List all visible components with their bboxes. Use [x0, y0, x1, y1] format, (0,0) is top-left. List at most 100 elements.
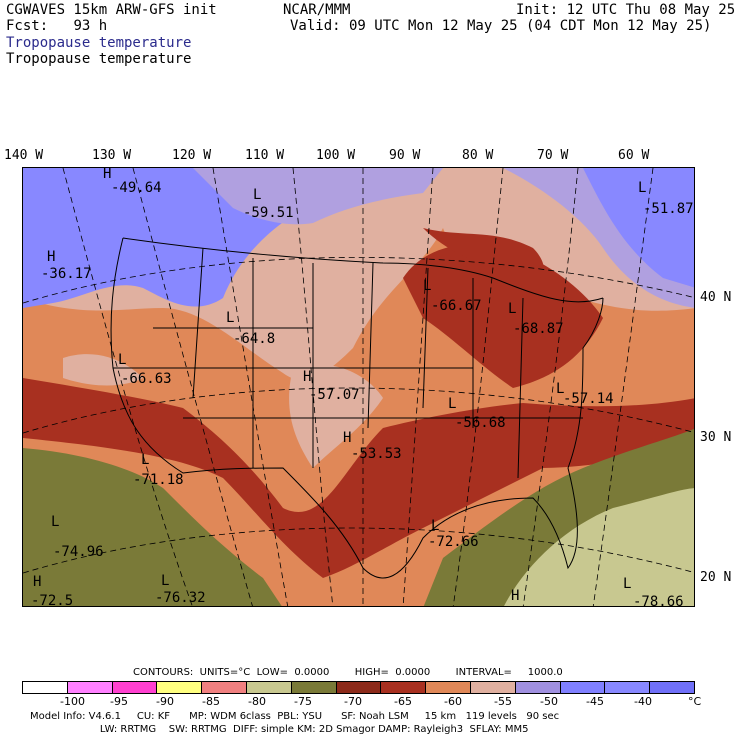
extremum-type: H: [103, 168, 111, 182]
extremum-type: L: [51, 514, 59, 530]
lat-line: [23, 387, 694, 434]
lon-label: 90 W: [389, 148, 421, 163]
colorbar-swatch: [650, 682, 694, 693]
low-label: LOW= 0.0000: [256, 667, 330, 678]
lon-label: 70 W: [537, 148, 569, 163]
extremum-value: -72.5: [31, 593, 73, 607]
colorbar-unit: °C: [688, 695, 702, 708]
weather-map[interactable]: H -49.64 L -59.51 L -51.87 H -36.17 L -6…: [22, 167, 695, 607]
extremum-type: L: [431, 518, 439, 534]
extremum-value: -51.87: [643, 201, 694, 217]
lat-label: 40 N: [700, 290, 732, 305]
extremum-type: H: [511, 588, 519, 604]
lat-line: [23, 527, 694, 574]
us-outline: [110, 237, 604, 579]
field-darkred-east: [403, 244, 603, 388]
extremum-type: L: [141, 452, 149, 468]
center-label: NCAR/MMM: [283, 2, 351, 18]
model-title: CGWAVES 15km ARW-GFS init: [6, 2, 217, 18]
lat-line: [23, 256, 694, 304]
lon-line: [402, 168, 434, 606]
colorbar-label: -60: [444, 695, 462, 708]
boundaries: [110, 237, 604, 579]
field-darkred-lakes: [423, 228, 544, 281]
field-darkred-south: [23, 378, 694, 578]
extrema-labels: H -49.64 L -59.51 L -51.87 H -36.17 L -6…: [31, 168, 694, 607]
extremum-value: -64.8: [233, 331, 275, 347]
state-lines: [113, 247, 583, 479]
colorbar-swatch: [336, 682, 382, 693]
extremum-type: H: [343, 430, 351, 446]
colorbar-swatch: [605, 682, 651, 693]
colorbar-label: -100: [60, 695, 85, 708]
colorbar-label: -70: [344, 695, 362, 708]
colorbar-swatch: [560, 682, 606, 693]
colorbar-swatch: [426, 682, 471, 693]
extremum-value: -59.51: [243, 205, 294, 221]
lon-label: 100 W: [316, 148, 356, 163]
lon-line: [592, 168, 654, 606]
extremum-type: L: [253, 187, 261, 203]
extremum-value: -36.17: [41, 266, 92, 282]
colorbar-swatch: [246, 682, 292, 693]
colorbar-swatch: [23, 682, 68, 693]
color-scale-bar: [22, 681, 695, 694]
model-info-line2: LW: RRTMG SW: RRTMG DIFF: simple KM: 2D …: [30, 724, 529, 735]
field-title-secondary: Tropopause temperature: [6, 51, 192, 67]
colorbar-swatch: [291, 682, 337, 693]
extremum-value: -66.67: [431, 298, 482, 314]
colorbar-label: -75: [294, 695, 312, 708]
lat-label: 20 N: [700, 570, 732, 585]
field-lavender-ne: [503, 168, 694, 308]
extremum-value: -71.18: [133, 472, 184, 488]
units-label: UNITS=°C: [199, 667, 251, 678]
extremum-value: -57.14: [563, 391, 614, 407]
field-khaki-caribbean: [585, 538, 694, 606]
lon-label: 140 W: [4, 148, 44, 163]
extremum-type: L: [118, 352, 126, 368]
field-olive-sw: [23, 448, 282, 606]
extremum-type: L: [556, 381, 564, 397]
extremum-value: -74.96: [53, 544, 104, 560]
colorbar-label: -45: [586, 695, 604, 708]
lon-label: 60 W: [618, 148, 650, 163]
lon-label: 110 W: [245, 148, 285, 163]
lat-label: 30 N: [700, 430, 732, 445]
forecast-hour: Fcst: 93 h: [6, 18, 107, 34]
colorbar-label: -95: [110, 695, 128, 708]
extremum-type: H: [303, 369, 311, 385]
extremum-value: -66.63: [121, 371, 172, 387]
extremum-type: L: [623, 576, 631, 592]
field-lavender-n: [193, 168, 443, 225]
colorbar-swatch: [202, 682, 247, 693]
colorbar-label: -85: [202, 695, 220, 708]
map-canvas: H -49.64 L -59.51 L -51.87 H -36.17 L -6…: [23, 168, 694, 607]
extremum-type: L: [638, 180, 646, 196]
us-canada-border: [122, 237, 604, 303]
extremum-value: -53.53: [351, 446, 402, 462]
colorbar-swatch: [381, 682, 427, 693]
field-pink-west: [63, 354, 143, 386]
lon-label: 120 W: [172, 148, 212, 163]
contours-label: CONTOURS:: [133, 667, 194, 678]
extremum-value: -78.66: [633, 594, 684, 607]
interval-label: INTERVAL= 1000.0: [455, 667, 563, 678]
colorbar-swatch: [157, 682, 203, 693]
colorbar-label: -65: [394, 695, 412, 708]
extremum-type: L: [161, 573, 169, 589]
colorbar-swatch: [515, 682, 561, 693]
fcst-value: 93 h: [73, 18, 108, 34]
colorbar-label: -50: [540, 695, 558, 708]
high-label: HIGH= 0.0000: [354, 667, 431, 678]
lon-line: [452, 168, 504, 606]
extremum-value: -56.68: [455, 415, 506, 431]
extremum-type: L: [448, 396, 456, 412]
lon-line: [62, 168, 193, 606]
valid-time: Valid: 09 UTC Mon 12 May 25 (04 CDT Mon …: [290, 18, 712, 34]
model-info-line1: Model Info: V4.6.1 CU: KF MP: WDM 6class…: [30, 711, 560, 722]
extremum-value: -76.32: [155, 590, 206, 606]
colorbar-swatch: [67, 682, 113, 693]
extremum-type: H: [47, 249, 55, 265]
extremum-type: L: [508, 301, 516, 317]
lon-line: [522, 168, 579, 606]
